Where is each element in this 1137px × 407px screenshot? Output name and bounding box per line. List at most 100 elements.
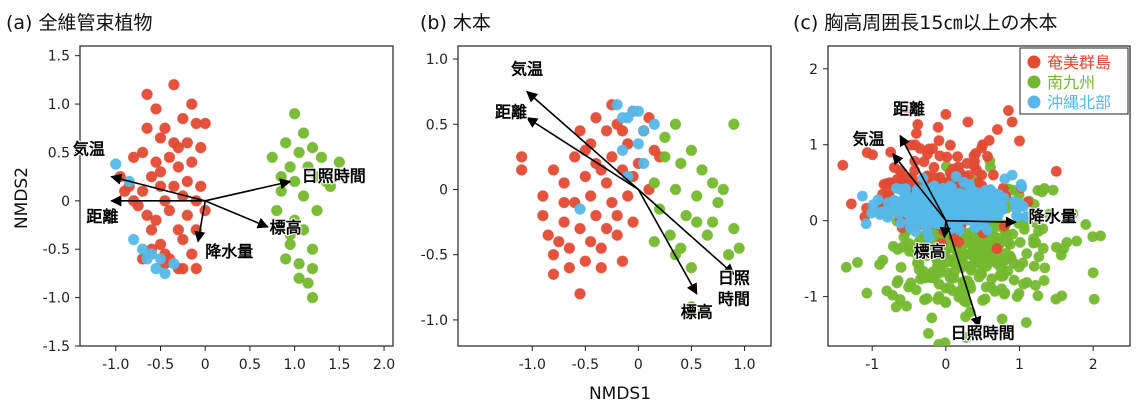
data-point-minami-kyushu — [279, 137, 292, 149]
data-point-okinawa — [150, 262, 162, 275]
plot-frame — [457, 45, 772, 347]
data-point-amami — [845, 198, 857, 210]
data-point-okinawa — [967, 189, 979, 201]
data-point-minami-kyushu — [706, 216, 719, 228]
x-tick-label: 1.0 — [283, 357, 305, 373]
data-point-amami — [914, 143, 926, 155]
panel-a-title: (a) 全維管束植物 — [6, 12, 153, 34]
data-point-minami-kyushu — [288, 175, 301, 188]
y-tick-label: -1.5 — [43, 339, 70, 355]
data-point-amami — [928, 161, 940, 173]
data-point-amami — [177, 233, 189, 246]
env-vector-arrow — [637, 188, 735, 276]
data-point-minami-kyushu — [881, 285, 893, 297]
y-tick-label: -1 — [804, 290, 818, 306]
data-point-amami — [563, 242, 576, 254]
data-point-okinawa — [1009, 202, 1021, 214]
x-tick-label: 0 — [201, 357, 210, 373]
data-point-minami-kyushu — [895, 261, 907, 273]
data-point-okinawa — [860, 218, 872, 230]
data-point-minami-kyushu — [913, 264, 925, 276]
data-point-minami-kyushu — [648, 177, 660, 189]
data-point-amami — [181, 137, 194, 149]
env-vector-label: 標高 — [681, 302, 713, 321]
data-point-okinawa — [943, 190, 955, 202]
data-point-minami-kyushu — [297, 127, 310, 139]
data-point-amami — [932, 121, 944, 133]
data-point-minami-kyushu — [288, 108, 301, 120]
data-point-minami-kyushu — [956, 250, 968, 262]
data-point-minami-kyushu — [1033, 225, 1045, 237]
data-point-minami-kyushu — [302, 161, 314, 173]
data-point-amami — [616, 125, 629, 137]
data-point-amami — [141, 88, 153, 101]
data-point-minami-kyushu — [1067, 208, 1079, 220]
env-vector-arrow — [526, 117, 639, 191]
y-tick-label: 1 — [809, 138, 818, 154]
data-point-amami — [574, 222, 586, 235]
panel-b-title: (b) 木本 — [420, 12, 491, 34]
data-point-minami-kyushu — [926, 312, 938, 324]
data-point-okinawa — [981, 189, 993, 201]
data-point-okinawa — [637, 125, 650, 137]
data-point-minami-kyushu — [933, 278, 945, 290]
data-point-okinawa — [955, 188, 967, 200]
data-point-amami — [145, 170, 158, 183]
data-point-okinawa — [895, 183, 907, 195]
data-point-amami — [141, 122, 153, 134]
data-point-minami-kyushu — [1043, 208, 1055, 220]
data-point-minami-kyushu — [288, 214, 301, 226]
data-point-minami-kyushu — [659, 131, 671, 144]
x-tick-label: -1 — [865, 357, 879, 373]
data-point-amami — [150, 156, 162, 168]
y-tick-label: -0.5 — [421, 248, 448, 264]
data-point-minami-kyushu — [1071, 235, 1083, 247]
data-point-amami — [558, 196, 570, 209]
data-point-minami-kyushu — [315, 151, 328, 163]
data-point-amami — [944, 139, 956, 151]
data-point-minami-kyushu — [306, 291, 319, 304]
data-point-okinawa — [950, 171, 962, 183]
env-vector-label: 日照時間 — [951, 323, 1015, 342]
y-tick-label: 2 — [809, 62, 818, 78]
data-point-minami-kyushu — [284, 161, 296, 173]
data-point-amami — [595, 242, 607, 254]
data-point-minami-kyushu — [266, 151, 278, 163]
data-point-minami-kyushu — [873, 258, 885, 270]
data-point-minami-kyushu — [977, 294, 989, 306]
y-tick-label: 0 — [809, 214, 818, 230]
data-point-amami — [933, 135, 945, 147]
data-point-amami — [547, 164, 560, 176]
data-point-minami-kyushu — [279, 253, 292, 265]
y-tick-label: 1.0 — [426, 52, 448, 68]
x-tick-label: 1 — [1015, 357, 1024, 373]
data-point-minami-kyushu — [275, 170, 287, 183]
data-point-minami-kyushu — [840, 261, 852, 273]
data-point-amami — [136, 185, 149, 197]
data-point-okinawa — [983, 203, 995, 215]
data-point-minami-kyushu — [1018, 278, 1030, 290]
data-point-amami — [537, 209, 549, 222]
data-point-okinawa — [611, 98, 623, 111]
env-vector-label: 日照時間 — [718, 268, 750, 308]
x-tick-label: 1.5 — [328, 357, 350, 373]
data-point-amami — [927, 143, 939, 155]
data-point-amami — [547, 268, 560, 280]
data-point-amami — [991, 243, 1003, 255]
data-point-minami-kyushu — [1002, 265, 1014, 277]
data-point-amami — [962, 116, 974, 128]
x-tick-label: 0 — [941, 357, 950, 373]
env-vector-label: 標高 — [914, 242, 946, 261]
data-point-minami-kyushu — [1039, 262, 1051, 274]
data-point-amami — [878, 178, 890, 190]
points-layer — [837, 105, 1107, 346]
data-point-minami-kyushu — [939, 296, 951, 308]
data-point-amami — [163, 151, 176, 163]
x-tick-label: -1.0 — [519, 357, 546, 373]
data-point-minami-kyushu — [960, 311, 972, 323]
env-vector-arrow — [945, 220, 982, 329]
data-point-amami — [186, 156, 198, 168]
data-point-minami-kyushu — [965, 262, 977, 274]
data-point-minami-kyushu — [1032, 290, 1044, 302]
